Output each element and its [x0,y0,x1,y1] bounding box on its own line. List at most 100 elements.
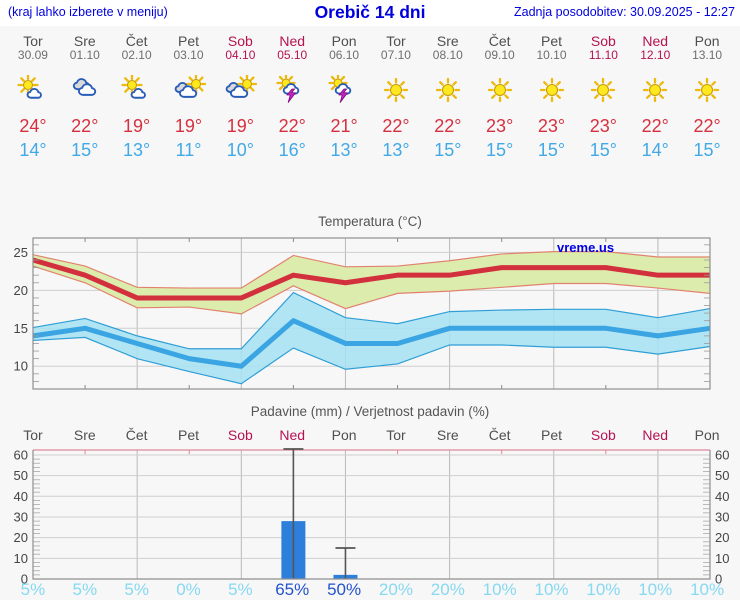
sunny-icon [378,73,414,107]
high-temp: 23° [537,116,566,136]
day-name: Pet [178,33,200,49]
precip-day-label: Tor [23,427,43,443]
day-date: 05.10 [277,48,308,62]
precipitation-chart-title: Padavine (mm) / Verjetnost padavin (%) [250,404,490,419]
day-date: 30.09 [17,48,48,62]
day-date: 13.10 [692,48,723,62]
day-name: Pet [541,33,563,49]
precip-probability: 65% [275,580,310,599]
day-name: Čet [488,33,511,49]
low-temp: 15° [589,140,617,160]
day-column: Pon 13.10 22° 15° [681,33,733,161]
precip-day-label: Pon [694,427,720,443]
day-date: 01.10 [69,48,100,62]
day-name: Sob [227,33,253,49]
day-name: Ned [279,33,306,49]
high-temp: 22° [641,116,669,136]
precipitation-chart: 0 0 10 10 20 20 30 30 40 40 50 50 60 60 [14,447,730,586]
precip-day-label: Sre [73,427,96,443]
temperature-chart: 10 15 20 25 [14,237,711,390]
thunder-icon [274,73,310,107]
low-temp: 15° [434,140,462,160]
day-column: Sre 08.10 22° 15° [422,33,474,161]
day-column: Sob 11.10 23° 15° [577,33,629,161]
low-temp: 16° [278,140,306,160]
svg-text:40: 40 [14,489,28,504]
day-date: 09.10 [484,48,515,62]
day-column: Ned 05.10 22° 16° [266,33,318,161]
clouds-icon [67,73,103,107]
day-column: Sob 04.10 19° 10° [214,33,266,161]
precip-probability: 20% [378,580,413,599]
precip-probability: 10% [690,580,725,599]
day-date: 10.10 [536,48,567,62]
low-temp: 14° [641,140,669,160]
day-name: Tor [386,33,406,49]
day-column: Tor 07.10 22° 13° [370,33,422,161]
precip-probability: 10% [482,580,517,599]
precip-day-label: Sob [227,427,253,443]
high-temp: 22° [693,116,721,136]
precip-day-label: Pet [178,427,200,443]
svg-text:30: 30 [14,509,28,524]
sunny-icon [637,73,673,107]
precip-probability: 0% [176,580,201,599]
high-temp: 19° [226,116,254,136]
day-column: Pon 06.10 21° 13° [318,33,370,161]
precip-probability: 5% [124,580,149,599]
precip-probability: 10% [534,580,569,599]
sunny-icon [534,73,570,107]
precip-day-label: Tor [386,427,406,443]
precip-day-label: Pon [331,427,357,443]
page-header: (kraj lahko izberete v meniju) Orebič 14… [0,0,740,26]
precip-probability: 10% [638,580,673,599]
watermark-link[interactable]: vreme.us [557,240,615,255]
low-temp: 13° [382,140,410,160]
low-temp: 15° [537,140,566,160]
svg-text:10: 10 [14,359,28,374]
day-date: 04.10 [225,48,256,62]
day-name: Pon [694,33,720,49]
high-temp: 22° [434,116,462,136]
svg-text:25: 25 [14,245,28,260]
low-temp: 11° [175,140,202,160]
svg-text:0: 0 [715,572,722,586]
precip-probability: 20% [430,580,465,599]
day-name: Sre [436,33,459,49]
day-name: Čet [125,33,148,49]
precip-probability: 5% [20,580,46,599]
svg-text:10: 10 [715,551,729,566]
day-column: Ned 12.10 22° 14° [629,33,681,161]
high-temp: 24° [19,116,47,136]
day-column: Tor 30.09 24° 14° [7,33,59,161]
day-name: Ned [642,33,669,49]
day-column: Sre 01.10 22° 15° [59,33,111,161]
precip-probability-row: 5% 5% 5% 0% 5% 65% 50% 20% 20% 10% 10% 10% 10% 10% [7,580,733,599]
sun-cloud-icon [15,73,51,107]
day-name: Sob [590,33,616,49]
day-column: Čet 02.10 19° 13° [111,33,163,161]
day-name: Pon [331,33,357,49]
high-temp: 19° [123,116,151,136]
cloud-sun-icon [171,73,207,107]
precip-day-label: Sob [590,427,616,443]
svg-text:50: 50 [715,468,729,483]
location-menu-note[interactable]: (kraj lahko izberete v meniju) [8,5,168,19]
precip-day-label: Sre [436,427,459,443]
high-temp: 23° [589,116,617,136]
low-temp: 13° [330,140,358,160]
sunny-icon [585,73,621,107]
day-date: 02.10 [121,48,152,62]
day-name: Tor [23,33,43,49]
svg-text:30: 30 [715,509,729,524]
day-date: 11.10 [588,48,618,62]
high-temp: 22° [71,116,99,136]
day-column: Pet 03.10 19° 11° [163,33,215,161]
low-temp: 13° [123,140,151,160]
day-column: Čet 09.10 23° 15° [474,33,526,161]
day-name: Sre [73,33,96,49]
high-temp: 23° [486,116,514,136]
precip-probability: 10% [586,580,621,599]
low-temp: 10° [226,140,254,160]
last-update-label: Zadnja posodobitev: 30.09.2025 - 12:27 [513,5,735,19]
